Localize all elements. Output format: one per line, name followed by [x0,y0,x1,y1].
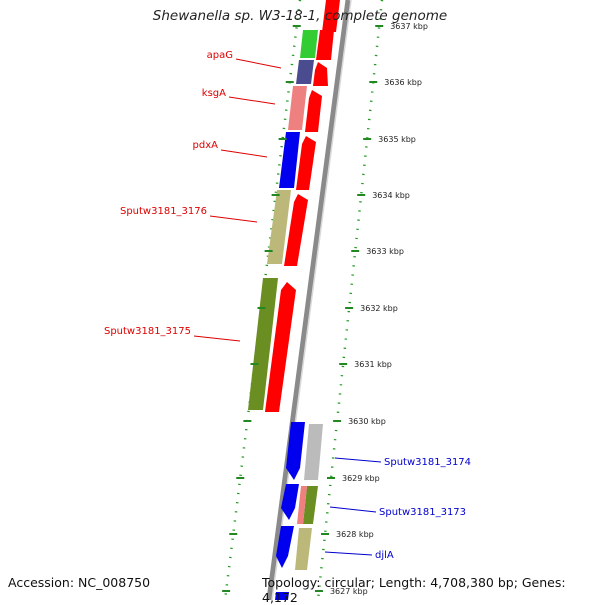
cog-block-khaki-2 [295,528,312,570]
gene-arrow-forward [281,484,299,520]
accession-label: Accession: NC_008750 [8,575,151,590]
gene-arrow-reverse [305,90,322,132]
cog-block-green [300,30,318,58]
gene-label-forward: Sputw3181_3174 [384,457,471,468]
tick-label: 3629 kbp [342,474,380,483]
leader-line [228,96,276,105]
tick-label: 3627 kbp [330,587,368,596]
topology-summary: Topology: circular; Length: 4,708,380 bp… [262,575,566,605]
gene-label-reverse: pdxA [193,140,219,151]
gene-arrow-reverse [322,0,340,32]
gene-label-reverse: ksgA [202,88,226,99]
gene-label-reverse: apaG [207,50,233,61]
gene-arrow-reverse [265,282,296,412]
tick-label: 3635 kbp [378,135,416,144]
tick-label: 3637 kbp [390,22,428,31]
gene-label-reverse: Sputw3181_3176 [120,206,207,217]
leader-line [334,457,382,463]
leader-line [209,215,258,223]
cog-block-grey-1 [304,424,323,480]
cog-block-olive [248,278,278,410]
gene-arrow-reverse [316,30,334,60]
gene-label-forward: Sputw3181_3173 [379,507,466,518]
cog-block-blue [279,132,300,188]
cog-track [248,30,323,570]
gene-label-reverse: Sputw3181_3175 [104,326,191,337]
tick-label: 3632 kbp [360,304,398,313]
cog-block-purple [296,60,314,84]
tick-label: 3631 kbp [354,360,392,369]
leader-line [324,551,373,556]
gene-arrow-reverse [284,194,308,266]
cog-block-khaki [267,190,291,264]
gene-arrow-reverse [296,136,316,190]
leader-line [329,506,377,513]
tick-label: 3630 kbp [348,417,386,426]
map-title: Shewanella sp. W3-18-1, complete genome [152,8,448,24]
tick-label: 3634 kbp [372,191,410,200]
gene-arrow-reverse [313,62,328,86]
gene-arrow-forward [275,592,289,600]
cog-block-pink [288,86,307,130]
gene-arrow-forward [286,422,305,480]
leader-line [220,149,268,158]
tick-label: 3633 kbp [366,247,404,256]
leader-line [193,335,241,342]
ruler-ticks: 3637 kbp 3636 kbp 3635 kbp 3634 kbp 3633 kbp… [222,22,428,596]
cog-block-pink-2 [297,486,307,524]
tick-label: 3636 kbp [384,78,422,87]
label-leader-lines [193,58,382,556]
gene-label-forward: djlA [375,550,394,561]
cog-block-olive-2 [303,486,318,524]
gene-labels: apaG ksgA pdxA Sputw3181_3176 Sputw3181_3175… [104,50,471,561]
tick-label: 3628 kbp [336,530,374,539]
leader-line [235,58,282,69]
outer-dotted-ring [316,0,384,600]
gene-arrow-forward [276,526,294,568]
reverse-strand-genes [265,0,340,412]
forward-strand-genes [275,422,305,600]
